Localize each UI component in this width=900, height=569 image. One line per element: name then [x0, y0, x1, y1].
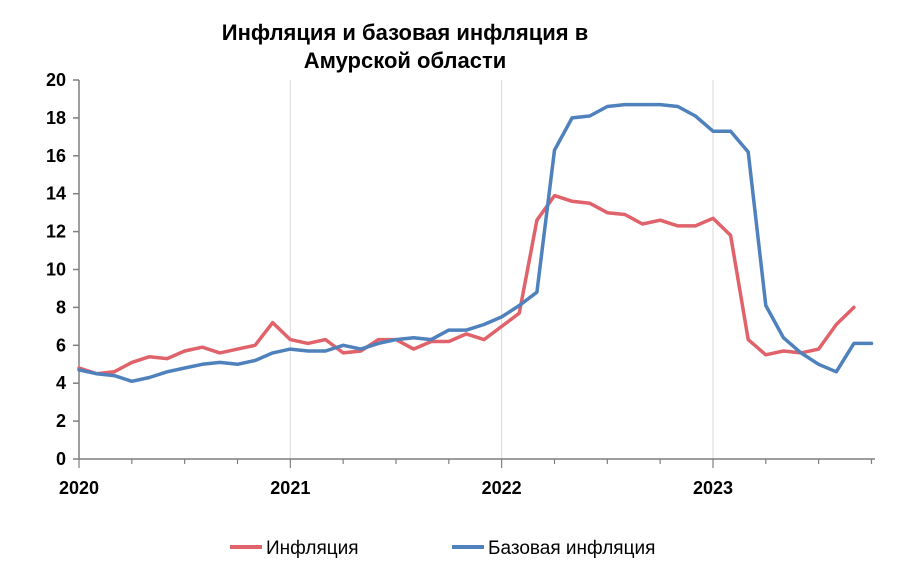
legend-label-inflation: Инфляция [266, 538, 359, 559]
chart-title-line2: Амурской области [304, 48, 507, 73]
y-tick-label-12: 12 [46, 222, 66, 242]
y-axis-ticks: 0 2 4 6 8 10 12 14 16 18 20 [46, 70, 79, 469]
vertical-grid [289, 80, 714, 459]
y-tick-label-10: 10 [46, 260, 66, 280]
y-tick-label-0: 0 [56, 449, 66, 469]
x-axis-ticks: 2020 2021 2022 2023 [59, 459, 873, 498]
y-tick-label-20: 20 [46, 70, 66, 90]
series-lines [77, 102, 874, 384]
x-tick-label-2022: 2022 [482, 478, 522, 498]
y-tick-label-4: 4 [56, 373, 66, 393]
x-tick-label-2021: 2021 [270, 478, 310, 498]
y-tick-label-6: 6 [56, 335, 66, 355]
y-tick-label-16: 16 [46, 146, 66, 166]
y-tick-label-2: 2 [56, 411, 66, 431]
axes [78, 80, 875, 460]
chart-title-line1: Инфляция и базовая инфляция в [222, 20, 588, 45]
x-tick-label-2020: 2020 [59, 478, 99, 498]
x-tick-label-2023: 2023 [693, 478, 733, 498]
y-tick-label-8: 8 [56, 297, 66, 317]
y-tick-label-14: 14 [46, 184, 66, 204]
legend: Инфляция Базовая инфляция [230, 538, 655, 559]
legend-label-core: Базовая инфляция [488, 538, 655, 559]
series-line-core [77, 102, 874, 384]
series-line-inflation [77, 193, 856, 376]
y-tick-label-18: 18 [46, 108, 66, 128]
